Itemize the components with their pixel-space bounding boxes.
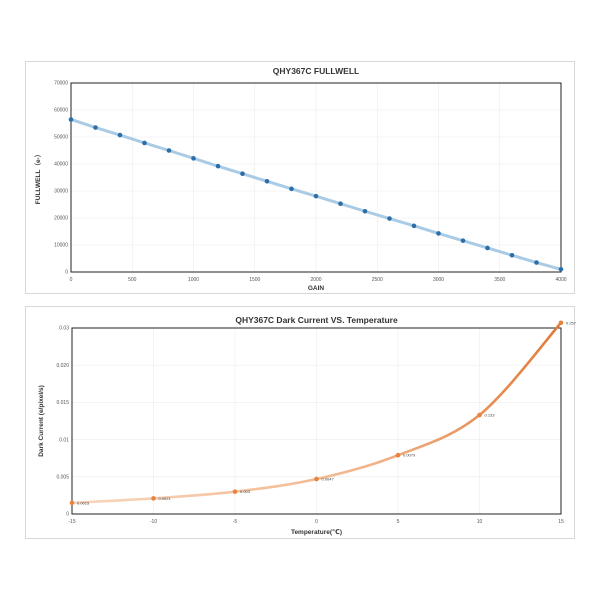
y-axis-title: Dark Current (e/pixel/s) bbox=[38, 385, 45, 457]
x-axis-title: Temperature(℃) bbox=[291, 528, 342, 536]
data-point bbox=[534, 260, 539, 265]
dark-current-chart-panel: -15 -10 -5 0 5 10 15 0 0.005 0.01 0.015 0.020 0.03 QH… bbox=[25, 306, 576, 539]
x-tick-label: 0 bbox=[315, 519, 318, 525]
y-tick-label: 50000 bbox=[54, 135, 68, 141]
chart-title: QHY367C Dark Current VS. Temperature bbox=[235, 315, 398, 325]
y-tick-label: 0.020 bbox=[56, 363, 69, 369]
data-point bbox=[436, 231, 441, 236]
data-point bbox=[166, 148, 172, 153]
dark-current-chart: -15 -10 -5 0 5 10 15 0 0.005 0.01 0.015 0.020 0.03 QH… bbox=[38, 315, 576, 536]
y-tick-label: 30000 bbox=[54, 189, 68, 195]
data-label: 0.257 bbox=[566, 320, 576, 325]
y-tick-label: 10000 bbox=[54, 243, 68, 249]
data-point bbox=[477, 412, 482, 418]
y-tick-label: 20000 bbox=[54, 216, 68, 222]
chart-title: QHY367C FULLWELL bbox=[273, 66, 359, 76]
data-point bbox=[68, 117, 74, 122]
y-tick-label: 70000 bbox=[54, 81, 68, 87]
y-tick-label: 0.01 bbox=[59, 437, 69, 443]
data-point bbox=[314, 476, 319, 482]
data-label: 0.003 bbox=[240, 489, 251, 494]
y-tick-label: 40000 bbox=[54, 162, 68, 168]
data-label: 0.0079 bbox=[403, 453, 416, 458]
data-point bbox=[338, 201, 343, 206]
x-tick-label: 0 bbox=[70, 277, 73, 283]
data-point bbox=[142, 140, 147, 146]
x-tick-label: -5 bbox=[233, 519, 238, 525]
data-point bbox=[240, 171, 245, 177]
data-point bbox=[558, 320, 564, 326]
x-tick-label: 2000 bbox=[310, 277, 321, 283]
data-point bbox=[232, 489, 238, 494]
plot-frame bbox=[71, 327, 562, 515]
y-axis-title: FULLWELL（e-） bbox=[34, 151, 42, 204]
data-point bbox=[215, 163, 221, 169]
x-tick-label: 1000 bbox=[188, 277, 199, 283]
y-tick-label: 0.005 bbox=[56, 475, 69, 481]
x-tick-label: 3000 bbox=[433, 277, 444, 283]
x-tick-label: 500 bbox=[128, 277, 137, 283]
fullwell-chart-panel: 0 500 1000 1500 2000 2500 3000 3500 4000 0 10000 20… bbox=[25, 61, 575, 294]
x-tick-label: 4000 bbox=[555, 277, 566, 283]
data-label: 0.0047 bbox=[322, 477, 335, 482]
data-point bbox=[558, 267, 564, 272]
data-point bbox=[509, 252, 515, 258]
data-point bbox=[151, 496, 156, 501]
data-point bbox=[362, 208, 368, 214]
plot-frame bbox=[70, 82, 562, 273]
x-tick-label: 2500 bbox=[372, 277, 383, 283]
y-tick-label: 0 bbox=[65, 270, 68, 276]
fullwell-chart: 0 500 1000 1500 2000 2500 3000 3500 400001000020… bbox=[34, 66, 567, 292]
data-point bbox=[117, 132, 123, 138]
x-tick-label: -10 bbox=[150, 519, 157, 525]
x-axis-title: GAIN bbox=[308, 285, 325, 292]
data-point bbox=[264, 178, 270, 184]
data-point bbox=[93, 125, 98, 130]
data-point bbox=[69, 500, 75, 506]
y-tick-label: 0.015 bbox=[56, 400, 69, 406]
x-tick-label: 10 bbox=[477, 519, 483, 525]
data-point bbox=[485, 245, 490, 251]
y-tick-label: 60000 bbox=[54, 108, 68, 114]
x-tick-label: 3500 bbox=[494, 277, 505, 283]
x-tick-label: 5 bbox=[397, 519, 400, 525]
data-point bbox=[395, 452, 401, 458]
y-tick-label: 0 bbox=[66, 512, 69, 518]
data-point bbox=[460, 238, 466, 243]
x-tick-label: 15 bbox=[558, 519, 564, 525]
data-point bbox=[191, 156, 196, 161]
data-label: 0.133 bbox=[485, 413, 496, 418]
data-label: 0.0021 bbox=[159, 496, 172, 501]
data-point bbox=[313, 193, 319, 199]
data-point bbox=[289, 186, 294, 192]
data-point bbox=[411, 223, 417, 229]
x-tick-label: -15 bbox=[68, 519, 75, 525]
x-tick-label: 1500 bbox=[249, 277, 260, 283]
data-point bbox=[387, 216, 392, 221]
data-label: 0.0015 bbox=[77, 500, 90, 505]
y-tick-label: 0.03 bbox=[59, 326, 69, 332]
